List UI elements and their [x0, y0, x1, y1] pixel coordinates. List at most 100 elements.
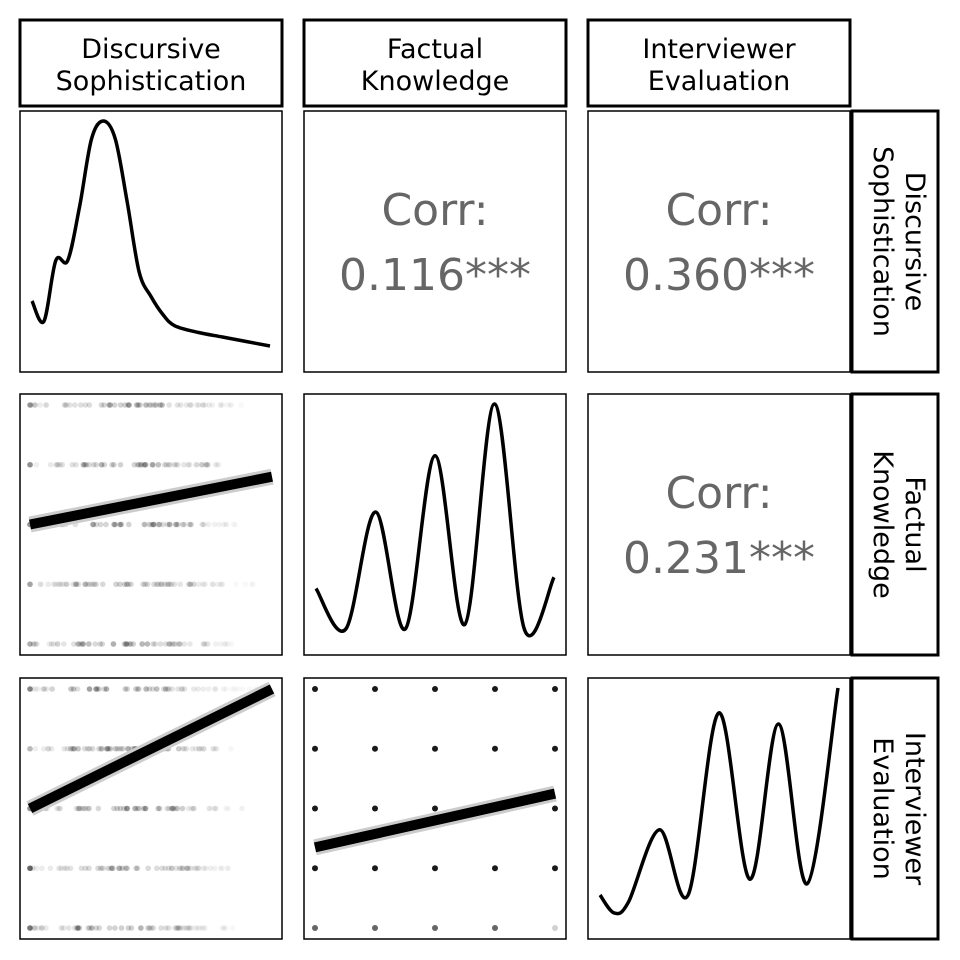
scatter-point	[172, 521, 179, 528]
scatter-point	[165, 581, 172, 588]
scatter-point	[372, 865, 378, 872]
scatter-point	[68, 745, 74, 752]
fit-line	[313, 788, 557, 853]
scatter-point	[126, 402, 132, 408]
scatter-point	[27, 925, 33, 931]
scatter-point	[106, 402, 113, 408]
scatter-point	[79, 641, 86, 647]
scatter-point	[47, 461, 54, 468]
scatter-point	[32, 925, 38, 931]
scatter-point	[196, 581, 202, 588]
scatter-point	[552, 745, 558, 752]
scatter-point	[206, 402, 212, 408]
scatter-point	[183, 402, 190, 408]
scatter-point	[76, 641, 83, 647]
scatter-point	[223, 686, 229, 692]
row-strip-line-2: Sophistication	[867, 146, 898, 337]
scatter-point	[150, 461, 156, 468]
scatter-point	[27, 865, 33, 872]
scatter-point	[166, 521, 173, 528]
corr-panel-fk-ie: Corr: 0.231***	[587, 393, 851, 656]
scatter-point	[110, 641, 117, 647]
scatter-point	[53, 461, 59, 468]
scatter-point	[178, 865, 184, 872]
scatter-point	[41, 686, 47, 692]
scatter-point	[203, 461, 209, 468]
scatter-point	[164, 581, 170, 588]
scatter-point	[37, 402, 43, 408]
scatter-point	[86, 402, 93, 408]
scatter-point	[126, 402, 132, 408]
scatter-point	[118, 925, 125, 931]
scatter-point	[96, 925, 103, 931]
scatter-point	[162, 641, 169, 647]
corr-value: 0.360***	[623, 250, 815, 301]
scatter-point	[143, 686, 149, 692]
scatter-point	[124, 686, 130, 692]
scatter-point	[167, 461, 173, 468]
scatter-point	[82, 402, 89, 408]
scatter-point	[211, 521, 218, 528]
scatter-point	[178, 402, 184, 408]
scatter-point	[134, 805, 141, 812]
scatter-point	[146, 521, 153, 528]
scatter-point	[64, 865, 70, 872]
scatter-point	[27, 641, 33, 647]
scatter-point	[27, 925, 33, 931]
scatter-point	[160, 686, 167, 692]
scatter-point	[81, 745, 88, 752]
scatter-point	[181, 745, 188, 752]
scatter-point	[206, 805, 212, 812]
scatter-point	[82, 805, 89, 812]
scatter-point	[186, 925, 192, 931]
scatter-point	[167, 641, 174, 647]
scatter-point	[372, 686, 378, 692]
scatter-point	[80, 641, 87, 647]
scatter-point	[191, 805, 197, 812]
scatter-point	[181, 925, 187, 931]
scatter-point	[117, 402, 124, 408]
scatter-point	[181, 641, 188, 647]
scatter-point	[157, 805, 163, 812]
scatter-point	[86, 461, 92, 468]
scatter-point	[71, 745, 78, 752]
scatter-point	[61, 745, 68, 752]
scatter-point	[243, 581, 249, 587]
scatter-point	[187, 521, 194, 528]
scatter-point	[58, 865, 64, 872]
scatter-point	[27, 402, 33, 408]
scatter-point	[144, 641, 151, 647]
scatter-point	[180, 745, 186, 752]
scatter-point	[27, 461, 34, 468]
scatter-point	[238, 402, 244, 408]
scatter-point	[73, 581, 80, 588]
scatter-point	[312, 686, 318, 692]
scatter-point	[175, 745, 182, 752]
scatter-point	[80, 641, 86, 647]
scatter-point	[64, 745, 71, 752]
scatter-point	[492, 745, 498, 752]
scatter-point	[213, 461, 220, 468]
scatter-point	[30, 641, 37, 647]
scatter-point	[97, 641, 103, 647]
density-curve-fk	[314, 402, 556, 638]
scatter-point	[56, 865, 62, 872]
scatter-point	[185, 461, 191, 468]
scatter-point	[124, 865, 130, 872]
scatter-point	[166, 521, 173, 528]
scatter-point	[171, 461, 178, 468]
scatter-point	[160, 521, 166, 528]
column-strip-discursive-sophistication: Discursive Sophistication	[18, 18, 284, 108]
scatter-point	[207, 805, 213, 812]
scatter-point	[219, 581, 225, 588]
scatter-point	[32, 745, 39, 752]
scatter-point	[60, 581, 66, 588]
scatter-point	[27, 865, 33, 872]
scatter-point	[155, 521, 161, 528]
scatter-point	[119, 745, 126, 752]
scatter-point	[174, 805, 181, 812]
scatter-point	[123, 641, 130, 647]
scatter-point	[123, 581, 130, 588]
scatter-point	[212, 745, 219, 752]
scatter-point	[210, 745, 216, 752]
